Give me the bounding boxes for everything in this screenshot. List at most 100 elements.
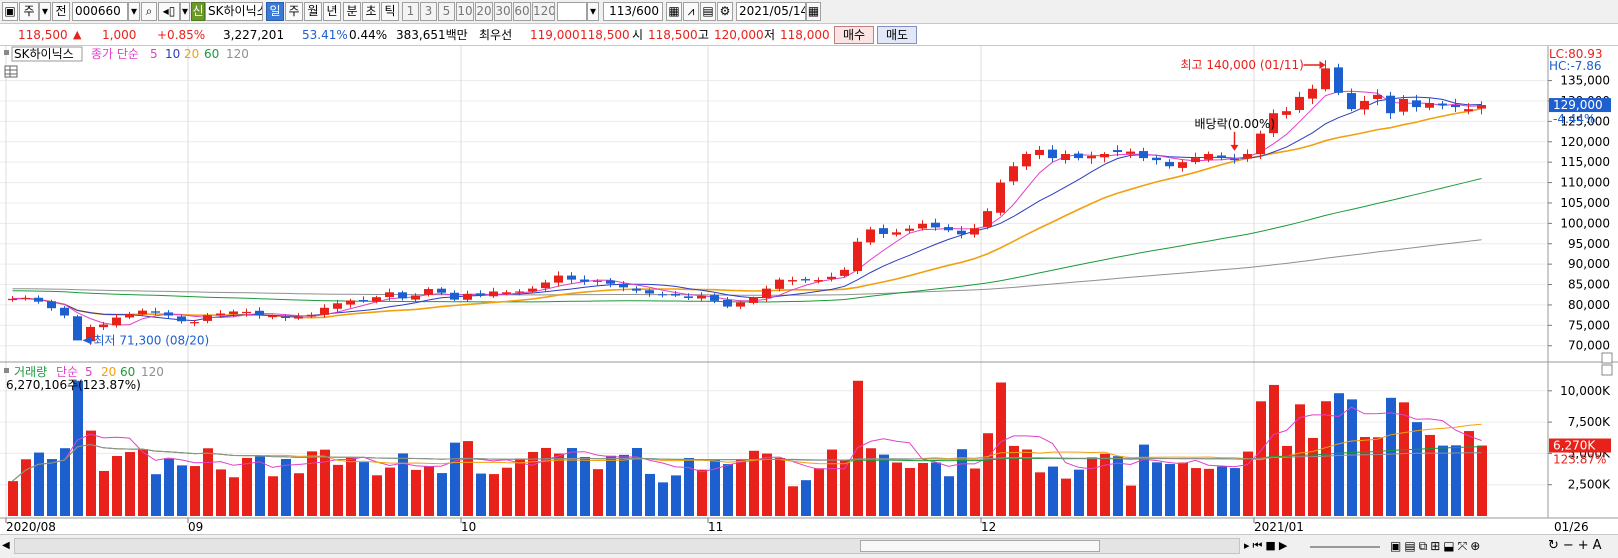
settings-grid-icon[interactable]: ▦ xyxy=(666,2,682,21)
zoom-controls-icon[interactable]: ↻−+A xyxy=(1548,538,1606,553)
period-dropdown-arrow-icon[interactable]: ▾ xyxy=(39,2,51,21)
panel-close-icon[interactable] xyxy=(1601,352,1613,364)
low-price: 118,000 xyxy=(780,28,830,42)
sell-button[interactable]: 매도 xyxy=(877,26,917,44)
candle-body xyxy=(879,228,888,234)
interval-120[interactable]: 120 xyxy=(532,2,555,21)
data-count-field[interactable]: 113/600 xyxy=(603,2,663,21)
sound-icon[interactable]: ◂▯ xyxy=(158,2,180,21)
interval-input[interactable] xyxy=(557,2,587,21)
tab-period-minute[interactable]: 분 xyxy=(343,2,361,21)
stock-code-input[interactable]: 000660 xyxy=(72,2,128,21)
candle-body xyxy=(541,282,550,289)
candle-body xyxy=(1269,113,1278,134)
tab-period-day[interactable]: 일 xyxy=(266,2,284,21)
search-icon[interactable]: ⌕ xyxy=(141,2,157,21)
buy-button[interactable]: 매수 xyxy=(834,26,874,44)
interval-30[interactable]: 30 xyxy=(494,2,512,21)
price-tick-label: 125,000 xyxy=(1560,114,1610,128)
candle-body xyxy=(268,315,277,318)
volume-panel-close-icon[interactable] xyxy=(1601,364,1613,376)
volume-bar xyxy=(424,466,434,516)
volume-bar xyxy=(1425,434,1435,516)
volume-bar xyxy=(1165,464,1175,516)
legend-name-box[interactable] xyxy=(11,46,83,62)
volume-bar xyxy=(1230,468,1240,516)
drawing-tools-icon[interactable]: ⩘ xyxy=(683,2,699,21)
candle-body xyxy=(983,211,992,227)
playback-controls[interactable]: ▸⏮■▶ xyxy=(1244,539,1291,552)
scroll-left-icon[interactable]: ◀ xyxy=(2,540,10,551)
tab-period-tick[interactable]: 틱 xyxy=(381,2,399,21)
volume-bar xyxy=(47,459,57,516)
sound-dropdown-icon[interactable]: ▾ xyxy=(180,2,190,21)
volume-bar xyxy=(528,451,538,516)
zoom-slider[interactable] xyxy=(1310,546,1380,548)
code-dropdown-arrow-icon[interactable]: ▾ xyxy=(128,2,140,21)
save-icon[interactable]: ▤ xyxy=(700,2,716,21)
candle-body xyxy=(1308,88,1317,99)
prev-button[interactable]: 전 xyxy=(52,2,70,21)
horizontal-scrollbar[interactable] xyxy=(14,538,1240,554)
volume-bar xyxy=(333,464,343,516)
interval-60[interactable]: 60 xyxy=(513,2,531,21)
tab-period-month[interactable]: 월 xyxy=(304,2,322,21)
interval-1[interactable]: 1 xyxy=(402,2,419,21)
volume-bar xyxy=(1152,462,1162,516)
lc-label: LC:80.93 xyxy=(1549,47,1602,61)
candle-body xyxy=(1009,166,1018,182)
date-field[interactable]: 2021/05/14 xyxy=(736,2,806,21)
volume-bar xyxy=(99,470,109,516)
volume-tag-text: 6,270K xyxy=(1553,439,1596,453)
interval-20[interactable]: 20 xyxy=(475,2,493,21)
volume-bar xyxy=(216,469,226,516)
chart-menu-icon[interactable]: ▣ xyxy=(2,2,18,21)
stock-chart[interactable]: 135,000130,000125,000120,000115,000110,0… xyxy=(0,46,1618,534)
volume-bar xyxy=(1308,437,1318,516)
table-view-icon[interactable] xyxy=(4,65,18,78)
volume-bar xyxy=(1477,445,1487,516)
volume-bar xyxy=(1178,462,1188,516)
period-dropdown[interactable]: 주 xyxy=(19,2,39,21)
scrollbar-thumb[interactable] xyxy=(860,540,1100,552)
candlesticks xyxy=(8,60,1486,345)
volume-bar xyxy=(502,467,512,516)
volume-bar xyxy=(411,469,421,516)
candle-body xyxy=(1230,158,1239,161)
high-label: 고 xyxy=(698,28,710,42)
tab-period-year[interactable]: 년 xyxy=(323,2,341,21)
interval-dropdown-icon[interactable]: ▾ xyxy=(587,2,599,21)
volume-ma120-line xyxy=(12,443,1482,482)
volume-bar xyxy=(606,455,616,516)
candle-body xyxy=(996,182,1005,213)
volume-bar xyxy=(1464,431,1474,516)
volume-bar xyxy=(1100,453,1110,516)
volume-bar xyxy=(567,448,577,516)
volume-bar xyxy=(944,476,954,516)
candle-body xyxy=(1399,98,1408,112)
high-arrow-icon xyxy=(1303,61,1326,69)
candle-body xyxy=(34,297,43,302)
volume-bar xyxy=(1139,444,1149,516)
tab-period-week[interactable]: 주 xyxy=(285,2,303,21)
candle-body xyxy=(1464,109,1473,112)
interval-10[interactable]: 10 xyxy=(456,2,474,21)
price-tick-label: 110,000 xyxy=(1560,176,1610,190)
calendar-icon[interactable]: ▦ xyxy=(806,2,821,21)
change-arrow-icon: ▲ xyxy=(73,28,82,41)
date-tick-label: 12 xyxy=(981,520,996,534)
candle-body xyxy=(866,229,875,243)
chart-tools-icons[interactable]: ▣▤⧉⊞⬓⤧⊕ xyxy=(1390,539,1484,553)
candle-body xyxy=(827,276,836,279)
interval-5[interactable]: 5 xyxy=(438,2,455,21)
candle-body xyxy=(645,290,654,294)
tab-period-second[interactable]: 초 xyxy=(362,2,380,21)
volume-bars xyxy=(8,380,1487,516)
interval-3[interactable]: 3 xyxy=(420,2,437,21)
candle-body xyxy=(1178,162,1187,168)
candle-body xyxy=(1152,157,1161,161)
gear-icon[interactable]: ⚙ xyxy=(717,2,733,21)
volume-bar xyxy=(749,450,759,516)
trade-amount: 383,651백만 xyxy=(396,28,468,42)
price-tick-label: 135,000 xyxy=(1560,74,1610,88)
